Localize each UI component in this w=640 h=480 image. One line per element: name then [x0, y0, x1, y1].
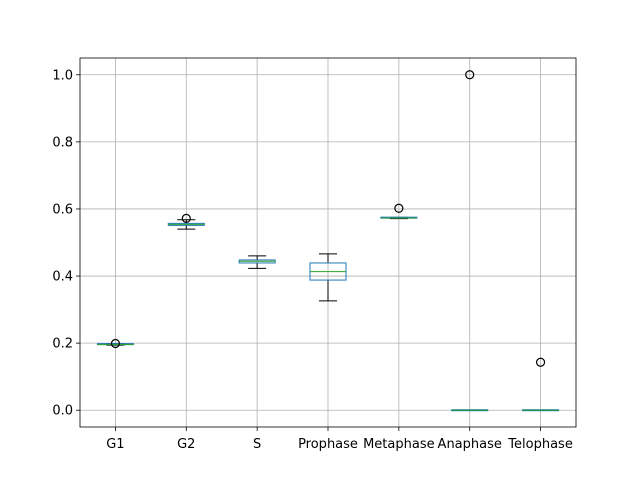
x-axis: G1 G2 S Prophase Metaphase Anaphase Telophase	[106, 427, 573, 452]
y-tick-label: 0.2	[52, 337, 73, 352]
y-tick-label: 0.0	[52, 404, 73, 419]
x-tick-label: Metaphase	[363, 437, 435, 452]
box-metaphase	[380, 203, 418, 220]
box-g2	[167, 213, 205, 230]
box-prophase	[309, 253, 347, 302]
outlier-point	[181, 213, 191, 223]
x-tick-label: S	[253, 437, 261, 452]
y-tick-label: 0.6	[52, 202, 73, 217]
grid-lines	[80, 58, 576, 427]
outlier-point	[394, 203, 404, 213]
y-axis: 0.0 0.2 0.4 0.6 0.8 1.0	[52, 68, 80, 419]
x-tick-label: G2	[177, 437, 195, 452]
box-s	[238, 255, 276, 269]
x-tick-label: Anaphase	[438, 437, 502, 452]
x-tick-label: Telophase	[507, 437, 573, 452]
x-tick-label: G1	[106, 437, 124, 452]
box-series	[96, 70, 560, 412]
y-tick-label: 0.4	[52, 270, 73, 285]
y-tick-label: 0.8	[52, 135, 73, 150]
x-tick-label: Prophase	[298, 437, 358, 452]
box-telophase	[522, 357, 560, 412]
outlier-point	[465, 70, 475, 80]
box-anaphase	[451, 70, 489, 412]
outlier-point	[110, 338, 121, 349]
box-g1	[96, 338, 134, 349]
y-tick-label: 1.0	[52, 68, 73, 83]
outlier-point	[535, 357, 546, 367]
